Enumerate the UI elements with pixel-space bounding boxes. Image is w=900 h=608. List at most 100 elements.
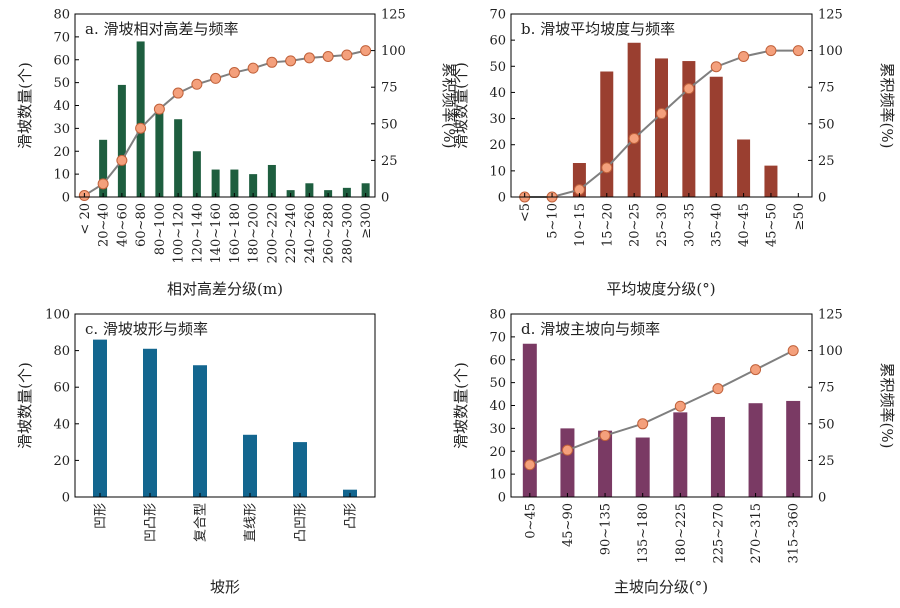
cumulative-point-d-4 [674, 400, 686, 412]
bar-a-3 [136, 41, 145, 198]
cumulative-point-a-12 [303, 52, 315, 64]
ytick-label-b-5: 50 [489, 60, 506, 75]
ytick-label-b-0: 0 [498, 191, 506, 206]
bar-d-2 [598, 430, 613, 497]
bar-c-3 [243, 434, 257, 497]
xtick-label-a-7: 140~160 [209, 203, 224, 264]
bar-a-14 [342, 187, 351, 197]
x-axis-label-d: 主坡向分级(°) [614, 578, 708, 596]
cumulative-point-a-4 [153, 103, 165, 115]
xtick-label-a-9: 180~200 [247, 203, 262, 264]
ytick-label-d-6: 60 [489, 353, 506, 368]
bar-a-10 [267, 164, 276, 197]
ytick-label-a-2: 20 [53, 145, 70, 160]
ytick-label-a-8: 80 [53, 8, 70, 23]
y2tick-label-a-0: 0 [381, 191, 389, 206]
xtick-label-a-2: 40~60 [115, 203, 130, 247]
ytick-label-a-5: 50 [53, 76, 70, 91]
y-axis-label-d: 滑坡数量(个) [452, 362, 470, 449]
cumulative-point-b-8 [738, 50, 750, 62]
xtick-label-c-5: 凸形 [344, 503, 359, 529]
ytick-label-b-3: 30 [489, 112, 506, 127]
cumulative-point-a-10 [266, 56, 278, 68]
y2tick-label-a-4: 100 [381, 44, 406, 59]
xtick-label-c-0: 凹形 [94, 503, 109, 529]
y2tick-label-a-5: 125 [381, 8, 406, 23]
cumulative-point-b-9 [765, 45, 777, 57]
bar-b-9 [764, 165, 778, 197]
bar-b-6 [682, 61, 696, 198]
cumulative-point-b-3 [601, 162, 613, 174]
xtick-label-c-1: 凹凸形 [144, 503, 159, 542]
chart-panel-b: 0 10 20 30 40 50 60 70 0 25 50 75 100 125 <5 5~10 10~15 1… [452, 8, 896, 299]
y2tick-label-d-4: 100 [818, 344, 843, 359]
xtick-label-a-6: 120~140 [190, 203, 205, 264]
ytick-label-d-8: 80 [489, 308, 506, 323]
xtick-label-a-5: 100~120 [172, 203, 187, 264]
xtick-label-c-3: 直线形 [244, 503, 259, 542]
cumulative-point-d-3 [637, 418, 649, 430]
ytick-label-d-3: 30 [489, 422, 506, 437]
xtick-label-d-0: 0~45 [523, 503, 538, 539]
ytick-label-d-2: 20 [489, 445, 506, 460]
y2tick-label-b-5: 125 [818, 8, 843, 23]
y-axis-label-b: 滑坡数量(个) [452, 62, 470, 149]
xtick-label-a-13: 260~280 [322, 203, 337, 264]
y2tick-label-b-4: 100 [818, 44, 843, 59]
bar-c-4 [293, 442, 307, 497]
bar-a-4 [155, 110, 164, 197]
y-axis-label-a: 滑坡数量(个) [16, 62, 34, 149]
cumulative-point-a-11 [285, 55, 297, 67]
cumulative-point-b-4 [628, 132, 640, 144]
ytick-label-c-4: 80 [53, 344, 70, 359]
cumulative-point-a-6 [191, 78, 203, 90]
cumulative-point-a-13 [322, 50, 334, 62]
cumulative-point-a-5 [172, 87, 184, 99]
ytick-label-a-7: 70 [53, 30, 70, 45]
y2tick-label-b-3: 75 [818, 81, 835, 96]
xtick-label-d-1: 45~90 [561, 503, 576, 547]
bar-c-0 [93, 339, 107, 497]
y2tick-label-d-5: 125 [818, 308, 843, 323]
bar-a-6 [192, 151, 201, 197]
xtick-label-b-3: 15~20 [600, 203, 615, 247]
xtick-label-c-4: 凸凹形 [294, 503, 309, 542]
ytick-label-d-0: 0 [498, 491, 506, 506]
bar-c-2 [193, 365, 207, 497]
y2-axis-label-d: 累积频率(%) [878, 363, 896, 449]
xtick-label-d-5: 225~270 [711, 503, 726, 564]
cumulative-point-d-0 [524, 459, 536, 471]
bar-d-0 [522, 343, 537, 497]
xtick-label-a-3: 60~80 [134, 203, 149, 247]
panel-title-b: b. 滑坡平均坡度与频率 [521, 20, 675, 38]
bar-b-5 [655, 58, 668, 197]
y2tick-label-b-1: 25 [818, 154, 835, 169]
xtick-label-b-7: 35~40 [710, 203, 725, 247]
bar-b-4 [627, 42, 641, 198]
xtick-label-b-6: 30~35 [682, 203, 697, 247]
x-axis-label-a: 相对高差分级(m) [167, 280, 283, 298]
x-axis-label-b: 平均坡度分级(°) [606, 280, 715, 298]
cumulative-point-d-2 [599, 430, 611, 442]
xtick-label-b-10: ≥50 [792, 203, 807, 230]
chart-panel-a: 0 10 20 30 40 50 60 70 80 0 25 50 75 100 125 < 20 20~40 4… [16, 8, 458, 299]
ytick-label-c-1: 20 [53, 454, 70, 469]
bar-d-3 [635, 437, 650, 497]
y2tick-label-a-2: 50 [381, 117, 398, 132]
bar-a-2 [117, 84, 126, 197]
ytick-label-d-4: 40 [489, 399, 506, 414]
y2tick-label-d-2: 50 [818, 417, 835, 432]
cumulative-point-b-10 [792, 45, 804, 57]
ytick-label-c-5: 100 [45, 308, 70, 323]
bar-a-15 [361, 183, 370, 197]
cumulative-point-d-6 [750, 364, 762, 376]
cumulative-point-d-5 [712, 383, 724, 395]
xtick-label-a-0: < 20 [78, 203, 93, 235]
xtick-label-b-5: 25~30 [655, 203, 670, 247]
xtick-label-b-0: <5 [518, 203, 533, 222]
xtick-label-b-2: 10~15 [573, 203, 588, 247]
bar-d-4 [673, 412, 688, 497]
ytick-label-a-6: 60 [53, 53, 70, 68]
xtick-label-b-1: 5~10 [546, 203, 561, 239]
